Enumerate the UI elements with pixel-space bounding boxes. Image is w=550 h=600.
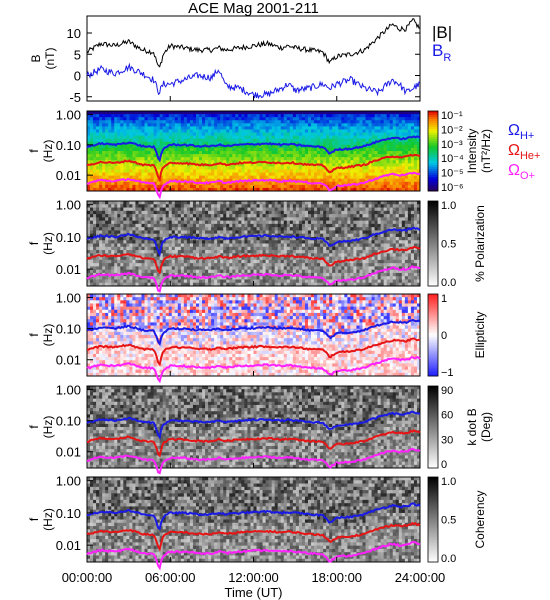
colorbar-tick-label: 0.5 [441,239,456,251]
colorbar-tick-label: 0.0 [441,277,456,289]
colorbar-tick-label: 10⁻³ [441,139,463,151]
gyrofrequency-curve-Oplus [86,264,421,293]
freq-ylabel: f [27,241,41,245]
colorbar-tick-label: 10⁻⁵ [441,168,464,180]
freq-ytick-label: 0.01 [56,353,81,368]
freq-ytick-label: 0.01 [56,538,81,553]
colorbar-ellipticity [427,293,439,377]
colorbar-tick-label: 30 [441,434,453,446]
bfield-series-magnitude [86,18,421,68]
freq-ylabel: f [27,149,41,153]
gyrofrequency-curve-Hplus [86,318,421,347]
freq-ytick-label: 1.00 [56,107,81,122]
colorbar-tick-label: 10⁻⁶ [441,182,464,194]
freq-ylabel: f [27,517,41,521]
freq-ylabel-units: (Hz) [41,140,55,163]
gyrofrequency-curve-Hplus [86,502,421,531]
freq-ytick-label: 0.01 [56,168,81,183]
colorbar-tick-label: 10⁻¹ [441,110,463,122]
colorbar-k-dot-b [427,385,439,469]
freq-ytick-label: 1.00 [56,383,81,398]
freq-ytick-label: 0.10 [56,138,81,153]
colorbar-tick-label: 90 [441,385,453,397]
freq-ytick-label: 0.10 [56,322,81,337]
gyrofrequency-curve-Heplus [86,245,421,275]
freq-ytick-label: 0.10 [56,506,81,521]
colorbar-tick-label: 0.5 [441,515,456,527]
freq-ylabel-units: (Hz) [41,508,55,531]
freq-ytick-label: 0.01 [56,445,81,460]
bfield-ytick-label: 5 [74,47,81,62]
freq-ylabel-units: (Hz) [41,232,55,255]
freq-ytick-label: 1.00 [56,291,81,306]
bfield-ytick-label: -5 [69,90,81,105]
gyrofrequency-curve-Heplus [86,337,421,367]
x-tick-label: 24:00:00 [395,570,446,585]
colorbar-title-units: (nT²/Hz) [479,129,493,173]
colorbar-title: k dot B [465,408,479,445]
colorbar-tick-label: 10⁻² [441,124,463,136]
spectrogram-k-dot-b [87,386,421,469]
colorbar-tick-label: 60 [441,410,453,422]
colorbar-tick-label: 0.0 [441,553,456,565]
colorbar-title: Intensity [465,129,479,174]
legend-omega-Heplus: ΩHe+ [508,142,540,162]
colorbar-coherency [427,476,439,563]
x-tick-label: 06:00:00 [145,570,196,585]
freq-ylabel-units: (Hz) [41,416,55,439]
colorbar-tick-label: 1 [441,293,447,305]
colorbar-title: Coherency [473,490,487,548]
gyrofrequency-curve-Heplus [86,521,421,552]
freq-ylabel: f [27,425,41,429]
legend-omega-Oplus: ΩO+ [508,162,535,182]
gyrofrequency-curve-Heplus [86,429,421,458]
gyrofrequency-curve-Heplus [86,153,421,183]
legend-br: BR [432,41,451,64]
freq-ylabel-units: (Hz) [41,324,55,347]
gyrofrequency-curve-Oplus [86,356,421,384]
colorbar-tick-label: 1.0 [441,476,456,488]
bfield-ylabel-units: (nT) [43,48,57,70]
colorbar-title: % Polarization [473,205,487,282]
colorbar-tick-label: 0 [441,459,447,471]
x-tick-label: 18:00:00 [311,570,362,585]
legend-b-magnitude: |B| [432,23,452,42]
freq-ylabel: f [27,333,41,337]
freq-ytick-label: 0.01 [56,262,81,277]
freq-ytick-label: 1.00 [56,198,81,213]
colorbar-intensity [427,110,439,192]
bfield-ylabel: B [29,54,43,62]
colorbar-title: Ellipticity [473,312,487,359]
colorbar-tick-label: −1 [441,367,454,379]
colorbar-tick-label: 10⁻⁴ [441,153,464,165]
bfield-ytick-label: 10 [67,26,81,41]
x-tick-label: 12:00:00 [228,570,279,585]
freq-ytick-label: 0.10 [56,414,81,429]
gyrofrequency-curve-Oplus [86,447,421,475]
colorbar-tick-label: 1.0 [441,200,456,212]
freq-ytick-label: 0.10 [56,230,81,245]
x-axis-title: Time (UT) [224,585,282,600]
freq-ytick-label: 1.00 [56,474,81,489]
colorbar-tick-label: 0 [441,330,447,342]
legend-omega-Hplus: ΩH+ [508,122,534,142]
gyrofrequency-curve-Hplus [86,135,421,163]
bfield-ytick-label: 0 [74,69,81,84]
gyrofrequency-curve-Oplus [86,171,421,200]
chart-title: ACE Mag 2001-211 [188,0,319,17]
colorbar-title-units: (Deg) [479,412,493,442]
colorbar-polarization [427,200,439,287]
spectrogram-coherency [87,477,421,563]
gyrofrequency-curve-Hplus [86,226,421,258]
gyrofrequency-curve-Hplus [86,410,421,440]
x-tick-label: 00:00:00 [62,570,113,585]
gyrofrequency-curve-Oplus [86,540,421,571]
bfield-series-br [86,62,421,100]
